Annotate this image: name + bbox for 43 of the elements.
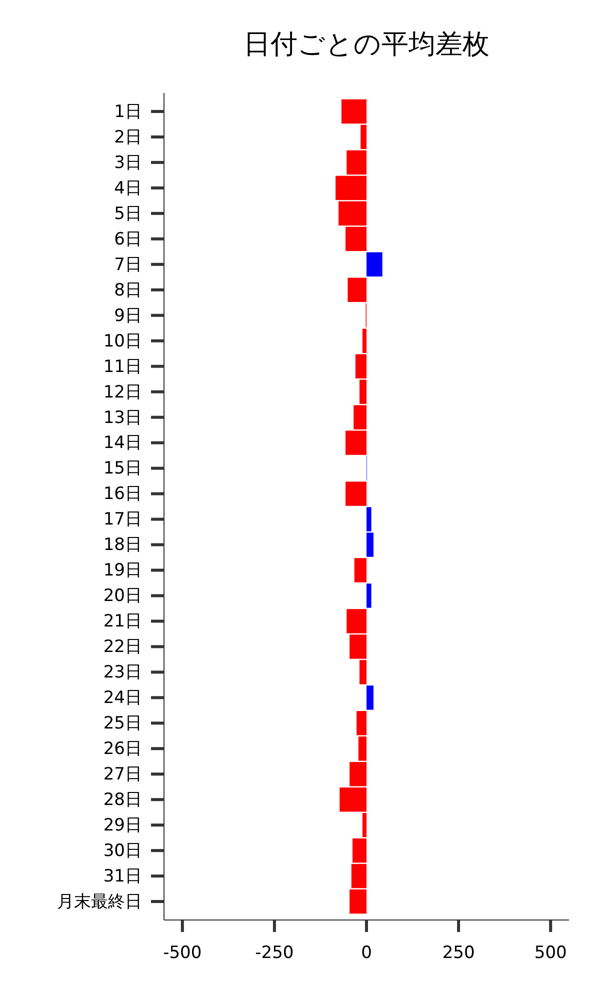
- y-tick-label: 30日: [103, 840, 142, 861]
- y-tick-label: 月末最終日: [57, 892, 142, 912]
- y-tick-label: 22日: [103, 637, 142, 658]
- y-tick-label: 8日: [114, 280, 142, 300]
- bar: [366, 584, 372, 608]
- y-tick-label: 21日: [103, 612, 142, 632]
- y-tick-label: 14日: [103, 433, 142, 454]
- y-tick-label: 2日: [114, 127, 142, 148]
- y-tick-label: 25日: [103, 714, 142, 734]
- y-tick-label: 19日: [103, 560, 142, 581]
- y-tick-label: 13日: [103, 408, 142, 428]
- x-tick-label: -500: [163, 943, 202, 964]
- y-tick-label: 12日: [103, 382, 142, 402]
- y-tick-label: 15日: [103, 458, 142, 479]
- bar: [366, 686, 374, 710]
- y-tick-label: 9日: [114, 306, 142, 326]
- y-tick-label: 20日: [103, 586, 142, 606]
- x-tick-label: 0: [361, 943, 372, 964]
- bar: [354, 558, 366, 582]
- x-tick-label: 250: [442, 943, 475, 964]
- x-tick-label: -250: [255, 943, 294, 964]
- bar: [346, 482, 366, 506]
- y-tick-label: 31日: [103, 866, 142, 886]
- y-tick-label: 18日: [103, 535, 142, 556]
- y-tick-label: 4日: [114, 178, 142, 198]
- y-tick-label: 17日: [103, 510, 142, 530]
- y-tick-label: 29日: [103, 816, 142, 836]
- y-tick-label: 10日: [103, 331, 142, 352]
- y-tick-label: 23日: [103, 662, 142, 683]
- y-tick-label: 1日: [114, 102, 142, 122]
- y-tick-label: 16日: [103, 484, 142, 504]
- y-tick-label: 27日: [103, 764, 142, 785]
- bar: [366, 252, 382, 276]
- y-tick-label: 24日: [103, 688, 142, 708]
- y-tick-label: 28日: [103, 790, 142, 810]
- y-tick-label: 11日: [103, 356, 142, 377]
- y-tick-label: 7日: [114, 254, 142, 275]
- y-tick-label: 26日: [103, 739, 142, 760]
- chart-title: 日付ごとの平均差枚: [244, 29, 490, 60]
- x-tick-label: 500: [534, 943, 567, 964]
- y-tick-label: 3日: [114, 152, 142, 173]
- y-tick-label: 6日: [114, 229, 142, 250]
- y-tick-label: 5日: [114, 204, 142, 224]
